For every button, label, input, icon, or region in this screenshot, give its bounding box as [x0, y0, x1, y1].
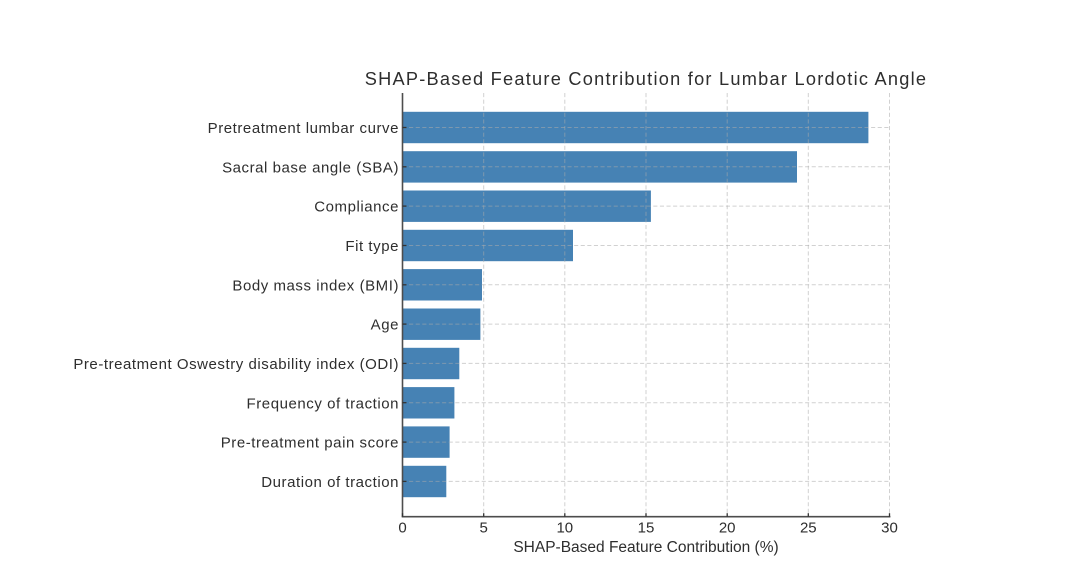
svg-text:5: 5 — [480, 519, 488, 536]
svg-text:Frequency of traction: Frequency of traction — [247, 395, 399, 412]
svg-text:SHAP-Based Feature Contributio: SHAP-Based Feature Contribution for Lumb… — [365, 69, 928, 89]
svg-text:Compliance: Compliance — [314, 199, 399, 216]
svg-text:Pre-treatment Oswestry disabil: Pre-treatment Oswestry disability index … — [73, 356, 399, 373]
svg-text:Fit type: Fit type — [345, 238, 399, 255]
svg-text:25: 25 — [800, 519, 817, 536]
svg-text:SHAP-Based Feature Contributio: SHAP-Based Feature Contribution (%) — [513, 539, 778, 556]
svg-text:Pretreatment lumbar curve: Pretreatment lumbar curve — [208, 120, 399, 137]
svg-text:10: 10 — [556, 519, 573, 536]
svg-text:15: 15 — [638, 519, 655, 536]
svg-text:Pre-treatment pain score: Pre-treatment pain score — [221, 435, 399, 452]
svg-text:0: 0 — [398, 519, 406, 536]
svg-text:30: 30 — [881, 519, 898, 536]
svg-text:20: 20 — [719, 519, 736, 536]
svg-text:Body mass index (BMI): Body mass index (BMI) — [232, 277, 399, 294]
svg-text:Duration of traction: Duration of traction — [261, 474, 399, 491]
svg-text:Age: Age — [371, 317, 399, 334]
svg-text:Sacral base angle (SBA): Sacral base angle (SBA) — [222, 159, 399, 176]
